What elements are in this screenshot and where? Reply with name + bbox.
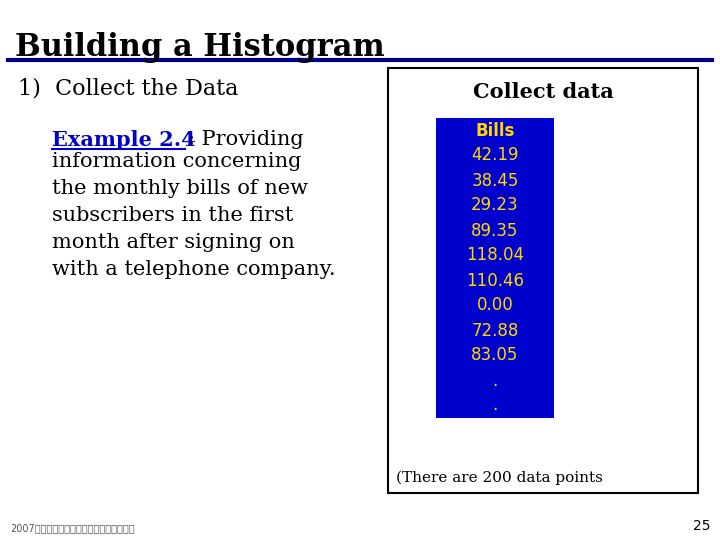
Text: 2007年秋季全國高中數學（一）學考高考試: 2007年秋季全國高中數學（一）學考高考試	[10, 523, 135, 533]
Bar	[436, 118, 554, 418]
Text: 72.88: 72.88	[472, 321, 518, 340]
Text: 118.04: 118.04	[466, 246, 524, 265]
Text: (There are 200 data points: (There are 200 data points	[396, 471, 603, 485]
Text: information concerning: information concerning	[52, 152, 302, 171]
Text: 25: 25	[693, 519, 710, 533]
Text: .: .	[492, 396, 498, 415]
Text: 42.19: 42.19	[472, 146, 518, 165]
Text: subscribers in the first: subscribers in the first	[52, 206, 293, 225]
Text: with a telephone company.: with a telephone company.	[52, 260, 336, 279]
Text: : Providing: : Providing	[188, 130, 304, 149]
Text: the monthly bills of new: the monthly bills of new	[52, 179, 308, 198]
Text: 89.35: 89.35	[472, 221, 518, 240]
Text: .: .	[492, 372, 498, 389]
Text: Collect data: Collect data	[472, 82, 613, 102]
Text: Example 2.4: Example 2.4	[52, 130, 196, 150]
Bar	[388, 68, 698, 493]
Text: month after signing on: month after signing on	[52, 233, 294, 252]
Text: 83.05: 83.05	[472, 347, 518, 364]
Text: Building a Histogram: Building a Histogram	[15, 32, 384, 63]
Text: 29.23: 29.23	[471, 197, 519, 214]
Text: Bills: Bills	[475, 122, 515, 139]
Text: 38.45: 38.45	[472, 172, 518, 190]
Text: 110.46: 110.46	[466, 272, 524, 289]
Text: 1)  Collect the Data: 1) Collect the Data	[18, 78, 238, 100]
Text: 0.00: 0.00	[477, 296, 513, 314]
